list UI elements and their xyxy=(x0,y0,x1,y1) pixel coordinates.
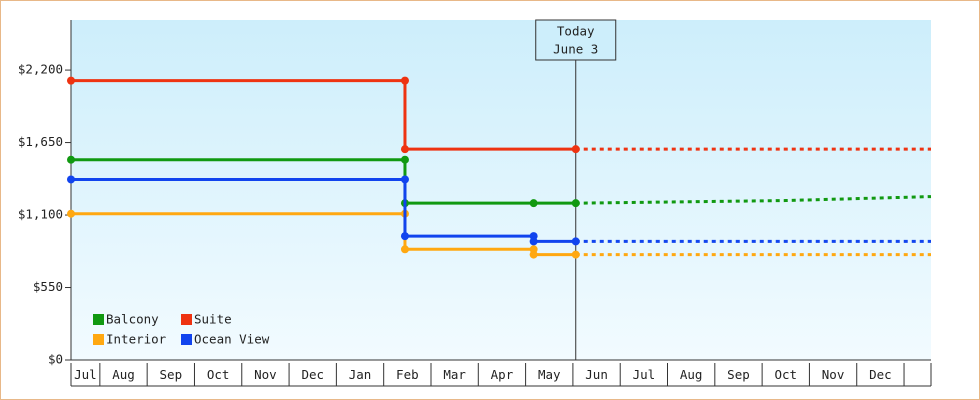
x-tick-label: May xyxy=(538,367,561,382)
price-line xyxy=(71,79,576,151)
price-point xyxy=(67,175,75,184)
x-tick-label: Sep xyxy=(727,367,750,382)
price-point xyxy=(529,237,538,246)
price-point xyxy=(571,199,580,208)
price-point xyxy=(67,209,75,218)
legend-swatch xyxy=(181,334,192,345)
price-point xyxy=(571,145,580,154)
price-point xyxy=(400,76,409,85)
forecast-line xyxy=(575,195,932,205)
price-point xyxy=(529,250,538,259)
price-point xyxy=(400,145,409,154)
x-tick-label: Sep xyxy=(160,367,183,382)
x-tick-label: Nov xyxy=(254,367,277,382)
x-tick-label: Apr xyxy=(491,367,514,382)
price-point xyxy=(400,155,409,164)
x-tick-label: Dec xyxy=(301,367,324,382)
legend-label: Interior xyxy=(106,332,167,347)
x-tick-label: Jun xyxy=(585,367,608,382)
x-tick-label: Feb xyxy=(396,367,419,382)
plot-area xyxy=(71,20,931,360)
legend-swatch xyxy=(93,334,104,345)
legend-swatch xyxy=(181,314,192,325)
y-tick-label: $2,200 xyxy=(18,62,63,77)
legend-label: Suite xyxy=(194,312,232,327)
x-tick-label: Oct xyxy=(774,367,797,382)
x-tick-label: Jul xyxy=(633,367,656,382)
price-point xyxy=(571,237,580,246)
legend-label: Balcony xyxy=(106,312,159,327)
x-tick-label: Jan xyxy=(349,367,372,382)
x-tick-label: Aug xyxy=(680,367,703,382)
legend-label: Ocean View xyxy=(194,332,270,347)
x-tick-label: Jul xyxy=(74,367,97,382)
x-tick-label: Nov xyxy=(822,367,845,382)
today-label: June 3 xyxy=(553,42,598,57)
x-tick-label: Dec xyxy=(869,367,892,382)
price-point xyxy=(67,76,75,85)
price-point xyxy=(400,175,409,184)
price-line xyxy=(71,177,576,243)
y-tick-label: $0 xyxy=(48,352,63,367)
x-tick-label: Oct xyxy=(207,367,230,382)
today-label: Today xyxy=(557,24,595,39)
price-point xyxy=(67,155,75,164)
y-tick-label: $550 xyxy=(33,279,63,294)
price-point xyxy=(400,245,409,254)
x-tick-label: Mar xyxy=(443,367,466,382)
y-tick-label: $1,100 xyxy=(18,207,63,222)
price-point xyxy=(529,199,538,208)
price-point xyxy=(571,250,580,259)
y-tick-label: $1,650 xyxy=(18,134,63,149)
legend-swatch xyxy=(93,314,104,325)
x-tick-label: Aug xyxy=(112,367,135,382)
price-line xyxy=(71,212,576,257)
price-point xyxy=(400,232,409,241)
today-box xyxy=(535,19,617,61)
